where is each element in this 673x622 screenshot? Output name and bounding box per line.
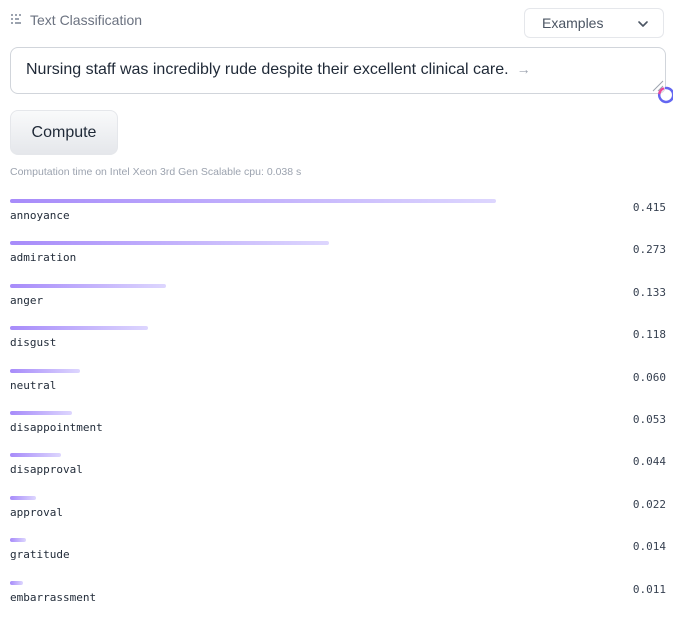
score-bar <box>10 453 62 458</box>
score-bar <box>10 410 72 415</box>
input-text-value: Nursing staff was incredibly rude despit… <box>26 61 531 78</box>
result-row: anger 0.133 <box>10 283 666 325</box>
text-input[interactable]: Nursing staff was incredibly rude despit… <box>10 47 666 94</box>
result-score: 0.133 <box>632 285 666 299</box>
text-classification-icon <box>11 14 21 24</box>
result-score: 0.011 <box>632 582 666 596</box>
result-label: embarrassment <box>10 590 97 604</box>
result-score: 0.014 <box>632 540 666 554</box>
score-bar <box>10 580 23 585</box>
result-label: disapproval <box>10 463 83 477</box>
result-label: disgust <box>10 336 57 350</box>
resize-handle-icon[interactable] <box>650 78 664 92</box>
task-title: Text Classification <box>10 12 142 28</box>
result-label: admiration <box>10 251 77 265</box>
spinner-icon <box>657 86 673 104</box>
result-row: embarrassment 0.011 <box>10 580 666 622</box>
result-score: 0.053 <box>632 412 666 426</box>
result-row: approval 0.022 <box>10 495 666 537</box>
score-bar <box>10 241 330 246</box>
score-bar <box>10 326 149 331</box>
score-bar <box>10 495 36 500</box>
widget-header: Text Classification Examples <box>10 8 666 38</box>
result-label: annoyance <box>10 209 70 222</box>
result-row: disapproval 0.044 <box>10 452 666 494</box>
result-label: neutral <box>10 378 57 392</box>
arrow-right-icon[interactable]: → <box>516 61 531 77</box>
result-row: gratitude 0.014 <box>10 537 666 579</box>
score-bar <box>10 368 81 373</box>
score-bar <box>10 283 166 288</box>
result-row: neutral 0.060 <box>10 368 666 410</box>
result-score: 0.060 <box>632 370 666 384</box>
result-score: 0.022 <box>632 497 666 511</box>
result-label: disappointment <box>10 420 103 434</box>
result-row: disappointment 0.053 <box>10 410 666 452</box>
classification-results: annoyance 0.415 admiration 0.273 anger 0.133 d… <box>10 198 666 622</box>
result-score: 0.044 <box>632 455 666 469</box>
result-score: 0.118 <box>632 328 666 342</box>
compute-button[interactable]: Compute <box>10 110 118 155</box>
chevron-down-icon <box>638 21 648 27</box>
result-label: approval <box>10 505 63 519</box>
result-row: admiration 0.273 <box>10 240 666 282</box>
score-bar <box>10 199 496 203</box>
examples-label: Examples <box>542 15 604 31</box>
computation-time: Computation time on Intel Xeon 3rd Gen S… <box>10 166 302 178</box>
result-row: disgust 0.118 <box>10 325 666 367</box>
task-label: Text Classification <box>30 12 143 28</box>
examples-dropdown[interactable]: Examples <box>524 8 664 38</box>
result-row: annoyance 0.415 <box>10 198 666 240</box>
result-label: anger <box>10 293 44 307</box>
result-label: gratitude <box>10 548 70 562</box>
score-bar <box>10 538 27 543</box>
result-score: 0.415 <box>632 201 666 214</box>
result-score: 0.273 <box>632 243 666 257</box>
